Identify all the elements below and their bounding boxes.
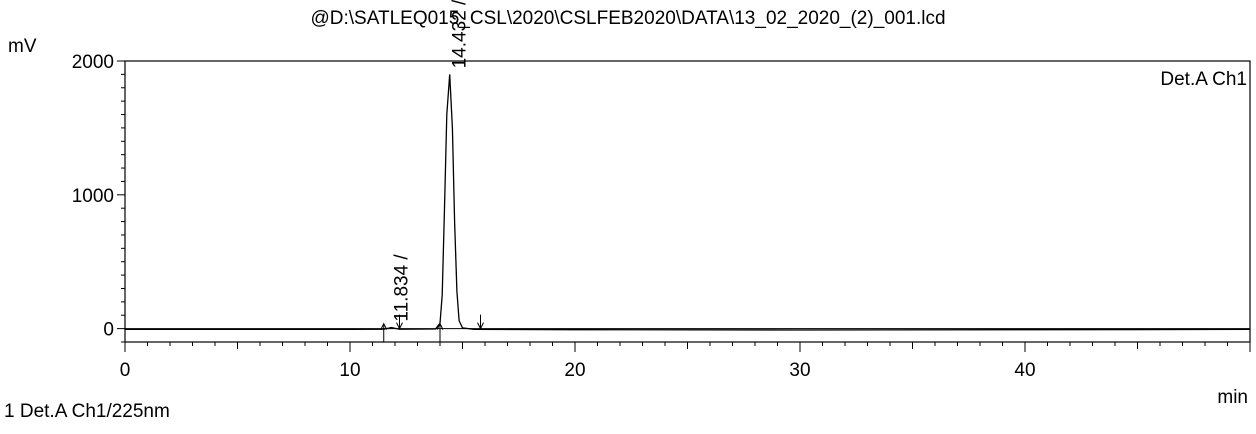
y-tick-label: 2000 [72, 52, 114, 73]
channel-footer: 1 Det.A Ch1/225nm [4, 401, 170, 422]
plot-frame [124, 60, 1251, 343]
x-tick-label: 10 [339, 360, 360, 381]
peak-start-arrow [436, 322, 444, 330]
x-axis-label: min [1217, 387, 1248, 408]
peak-label: 14.432 / [450, 0, 471, 68]
x-tick-label: 40 [1014, 360, 1035, 381]
y-tick-label: 0 [103, 320, 114, 341]
peak-end-arrow [477, 322, 484, 330]
y-tick-label: 1000 [72, 186, 114, 207]
peak-end-arrow [396, 322, 403, 330]
x-tick-label: 30 [789, 360, 810, 381]
peak-start-arrow [380, 322, 388, 330]
legend-label: Det.A Ch1 [1160, 69, 1247, 90]
series-line [125, 74, 1251, 331]
chart-title: @D:\SATLEQ015_CSL\2020\CSLFEB2020\DATA\1… [310, 8, 946, 29]
x-tick-label: 20 [564, 360, 585, 381]
peak-label: 11.834 / [391, 254, 412, 322]
x-tick-label: 0 [120, 360, 131, 381]
y-axis-label: mV [8, 36, 37, 57]
